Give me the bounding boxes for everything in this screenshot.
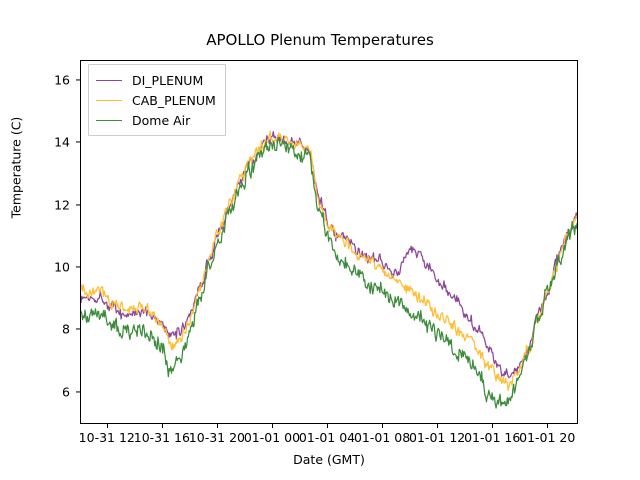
x-tick-label: 01-01 20 bbox=[519, 430, 576, 445]
x-tick-label: 01-01 08 bbox=[353, 430, 411, 445]
y-tick-label: 8 bbox=[62, 321, 70, 337]
legend-item-label: Dome Air bbox=[132, 112, 191, 128]
y-tick-label: 10 bbox=[54, 259, 70, 275]
x-tick-label: 01-01 04 bbox=[298, 430, 356, 445]
plot-lines bbox=[81, 130, 577, 409]
legend-item[interactable]: CAB_PLENUM bbox=[96, 90, 216, 110]
series-line-dome-air bbox=[81, 137, 577, 409]
x-tick-mark bbox=[216, 424, 218, 428]
x-tick-mark bbox=[327, 424, 329, 428]
y-tick-label: 16 bbox=[54, 72, 70, 88]
x-tick-mark bbox=[437, 424, 439, 428]
legend-item-label: CAB_PLENUM bbox=[132, 92, 216, 108]
x-tick-label: 01-01 00 bbox=[243, 430, 301, 445]
x-tick-label: 10-31 16 bbox=[133, 430, 190, 445]
y-tick-label: 6 bbox=[62, 384, 70, 400]
x-tick-mark bbox=[382, 424, 384, 428]
y-axis-label: Temperature (C) bbox=[8, 116, 24, 219]
y-tick-mark bbox=[76, 391, 80, 393]
x-tick-label: 10-31 20 bbox=[188, 430, 245, 445]
y-tick-label: 14 bbox=[54, 134, 70, 150]
chart-title: APOLLO Plenum Temperatures bbox=[206, 31, 434, 49]
y-tick-mark bbox=[76, 204, 80, 206]
x-tick-mark bbox=[271, 424, 274, 428]
y-tick-label: 12 bbox=[54, 197, 70, 213]
legend-color-swatch bbox=[96, 99, 122, 101]
y-tick-mark bbox=[76, 328, 80, 330]
x-tick-label: 01-01 12 bbox=[409, 430, 466, 445]
legend-item[interactable]: Dome Air bbox=[96, 110, 216, 130]
series-line-cab-plenum bbox=[81, 130, 577, 392]
legend-item-label: DI_PLENUM bbox=[132, 72, 204, 88]
x-tick-label: 01-01 16 bbox=[464, 430, 521, 445]
y-tick-mark bbox=[76, 79, 80, 81]
legend-color-swatch bbox=[96, 79, 122, 81]
y-tick-mark bbox=[76, 266, 80, 268]
x-tick-label: 10-31 12 bbox=[78, 430, 135, 445]
x-tick-mark bbox=[547, 424, 549, 428]
x-tick-mark bbox=[161, 424, 163, 428]
x-tick-mark bbox=[106, 424, 108, 428]
legend-item[interactable]: DI_PLENUM bbox=[96, 70, 216, 90]
x-tick-mark bbox=[492, 424, 494, 428]
legend-color-swatch bbox=[96, 119, 122, 121]
chart-legend: DI_PLENUM CAB_PLENUM Dome Air bbox=[88, 64, 226, 136]
x-axis-label: Date (GMT) bbox=[293, 452, 365, 467]
y-tick-mark bbox=[76, 141, 80, 143]
